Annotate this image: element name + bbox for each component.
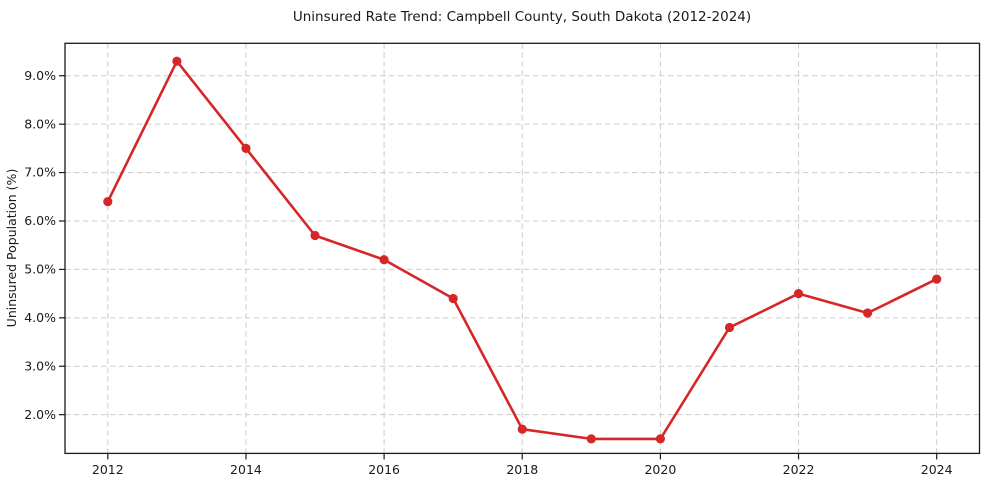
x-tick-label: 2018 <box>506 462 538 477</box>
data-point-2021 <box>724 322 735 333</box>
data-point-2017 <box>448 293 458 304</box>
x-tick-label: 2014 <box>230 462 262 477</box>
data-series-layer <box>103 56 942 444</box>
chart-title: Uninsured Rate Trend: Campbell County, S… <box>293 9 751 25</box>
data-point-2019 <box>586 434 596 444</box>
y-axis-label: Uninsured Population (%) <box>4 169 19 328</box>
y-tick-label: 9.0% <box>24 68 56 83</box>
data-point-2020 <box>655 434 666 444</box>
data-point-2015 <box>310 230 320 241</box>
grid-layer <box>65 43 980 454</box>
data-point-2016 <box>379 255 389 265</box>
data-point-2013 <box>172 56 182 66</box>
y-tick-label: 4.0% <box>24 310 56 325</box>
data-point-2012 <box>103 197 113 207</box>
plot-frame <box>64 42 981 455</box>
data-point-2023 <box>863 308 873 318</box>
x-tick-label: 2016 <box>368 462 400 477</box>
x-tick-label: 2020 <box>644 462 676 477</box>
data-point-2018 <box>517 424 527 434</box>
y-tick-label: 3.0% <box>24 358 56 373</box>
y-tick-label: 7.0% <box>24 165 56 180</box>
data-point-2014 <box>241 143 251 153</box>
data-point-2022 <box>793 289 804 299</box>
y-tick-label: 5.0% <box>24 262 56 277</box>
x-tick-label: 2012 <box>92 462 124 477</box>
x-tick-label: 2022 <box>783 462 815 477</box>
y-tick-label: 6.0% <box>24 213 56 228</box>
y-tick-label: 2.0% <box>24 407 56 422</box>
data-point-2024 <box>932 274 942 284</box>
tick-layer: 2.0% 3.0% 4.0% 5.0% 6.0% 7.0% 8.0% 9.0% 2012 2014… <box>24 68 952 477</box>
y-tick-label: 8.0% <box>24 116 56 131</box>
x-tick-label: 2024 <box>921 462 953 477</box>
